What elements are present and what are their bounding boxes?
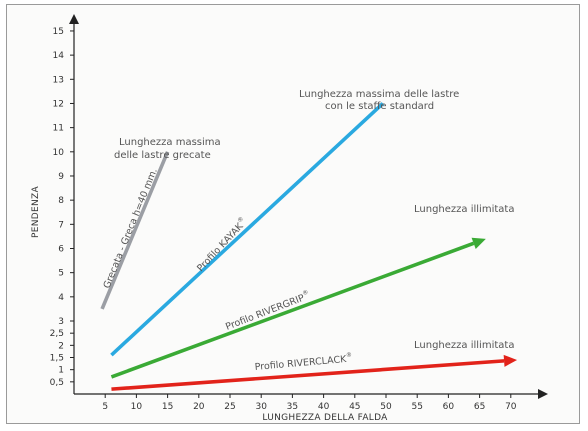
x-tick-label: 50	[380, 402, 392, 412]
x-tick-label: 5	[102, 402, 108, 412]
registered-mark-rivergrip: ®	[301, 289, 309, 298]
x-axis-title: LUNGHEZZA DELLA FALDA	[262, 413, 388, 423]
grecata-note-line-2: delle lastre grecate	[114, 150, 211, 161]
kayak-max-length-note: Lunghezza massima delle lastre con le st…	[299, 89, 459, 112]
series-label-riverclack: Profilo RIVERCLACK®	[254, 352, 353, 373]
y-tick-label: 14	[53, 51, 65, 61]
registered-mark-riverclack: ®	[346, 352, 353, 359]
series-line-kayak	[110, 102, 385, 357]
kayak-note-line-1: Lunghezza massima delle lastre	[299, 89, 459, 100]
y-tick-label: 15	[53, 27, 64, 37]
x-tick-label: 25	[224, 402, 235, 412]
kayak-note-line-2: con le staffe standard	[325, 101, 434, 112]
series-arrowhead-riverclack	[503, 354, 518, 367]
y-tick-label: 9	[58, 172, 64, 182]
y-tick-label: 11	[53, 124, 64, 134]
series-label-rivergrip: Profilo RIVERGRIP®	[223, 289, 311, 333]
y-tick-label: 3	[58, 317, 64, 327]
y-tick-label: 6	[58, 244, 64, 254]
chart-frame	[6, 4, 580, 424]
y-tick-label: 12	[53, 99, 64, 109]
registered-mark-kayak: ®	[236, 215, 245, 224]
series-group	[100, 102, 518, 391]
riverclack-unlimited-note: Lunghezza illimitata	[414, 340, 514, 351]
x-tick-label: 20	[193, 402, 205, 412]
x-tick-group: 5 10 15 20 25 30 35 40 45 50 55 60 65 70	[102, 394, 517, 412]
grecata-max-length-note: Lunghezza massima delle lastre grecate	[114, 137, 221, 161]
y-tick-label: 2	[58, 341, 64, 351]
x-tick-label: 55	[411, 402, 422, 412]
x-tick-label: 70	[505, 402, 517, 412]
y-tick-label: 10	[53, 148, 65, 158]
x-tick-label: 40	[318, 402, 330, 412]
y-tick-label: 8	[58, 196, 64, 206]
y-tick-label: 5	[58, 269, 64, 279]
y-tick-label: 13	[53, 75, 64, 85]
series-line-riverclack	[111, 359, 505, 391]
x-tick-label: 65	[474, 402, 485, 412]
grecata-note-line-1: Lunghezza massima	[119, 137, 221, 148]
x-tick-label: 35	[287, 402, 298, 412]
y-tick-label: 0,5	[50, 378, 64, 388]
rivergrip-unlimited-note: Lunghezza illimitata	[414, 204, 514, 215]
y-tick-label: 1	[58, 366, 64, 376]
series-label-grecata: Grecata - Greca h=40 mm.	[102, 167, 160, 290]
y-tick-label: 7	[58, 220, 64, 230]
x-tick-label: 45	[349, 402, 360, 412]
x-tick-label: 60	[443, 402, 455, 412]
series-label-grecata-text: Grecata - Greca h=40 mm.	[102, 167, 160, 290]
y-tick-label: 1,5	[50, 354, 64, 364]
series-arrowhead-rivergrip	[471, 237, 486, 249]
y-axis-title: PENDENZA	[31, 186, 41, 238]
x-tick-label: 30	[255, 402, 267, 412]
series-line-mm	[100, 151, 170, 310]
y-tick-group: 0,5 1 1,5 2 2,5 3 4 5 6 7 8 9 10 11 12 13 14 15	[50, 27, 74, 388]
series-label-kayak-text: Profilo KAYAK	[195, 221, 246, 275]
series-label-rivergrip-text: Profilo RIVERGRIP	[224, 293, 306, 333]
series-label-riverclack-text: Profilo RIVERCLACK	[254, 354, 347, 373]
x-tick-label: 15	[162, 402, 173, 412]
y-tick-label: 4	[58, 293, 64, 303]
y-tick-label: 2,5	[50, 329, 64, 339]
series-label-kayak: Profilo KAYAK®	[194, 215, 250, 274]
series-line-rivergrip	[110, 241, 475, 379]
x-tick-label: 10	[131, 402, 143, 412]
